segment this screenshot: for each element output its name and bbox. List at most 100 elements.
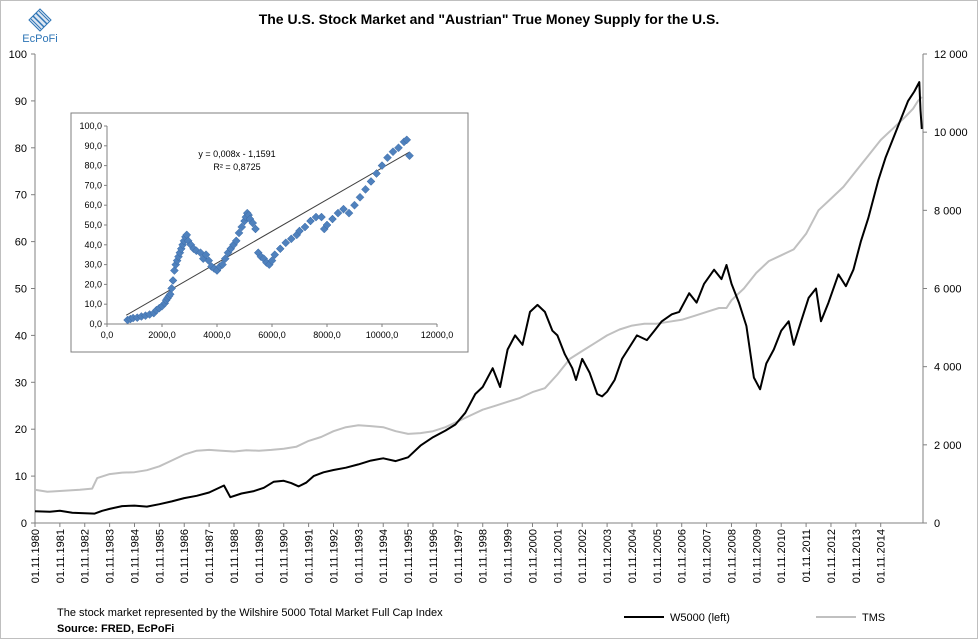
x-tick-label: 01.11.1981 [55,529,67,583]
inset-y-tick-label: 60,0 [84,200,102,210]
left-tick-label: 90 [15,96,27,108]
right-axis-ticks: 0 2 000 4 000 6 000 8 000 10 000 12 000 [923,49,968,530]
x-tick-label: 01.11.2014 [876,529,888,583]
x-tick-label: 01.11.1995 [403,529,415,583]
x-tick-label: 01.11.2010 [776,529,788,583]
inset-y-tick-label: 50,0 [84,220,102,230]
x-tick-label: 01.11.2011 [801,529,813,582]
chart-title: The U.S. Stock Market and "Austrian" Tru… [259,11,720,27]
inset-y-tick-label: 30,0 [84,260,102,270]
inset-scatter-point [168,276,178,285]
x-tick-label: 01.11.2004 [627,529,639,583]
x-tick-label: 01.11.1993 [353,529,365,583]
inset-x-tick-label: 0,0 [101,330,114,340]
inset-scatter-point [388,147,398,157]
inset-x-tick-label: 4000,0 [203,330,231,340]
x-tick-label: 01.11.1986 [179,529,191,583]
inset-scatter-point [361,185,370,194]
inset-scatter-point [402,135,412,145]
inset-x-tick-label: 2000,0 [148,330,176,340]
inset-scatter-point [300,222,310,232]
left-tick-label: 70 [15,190,27,202]
inset-scatter-point [220,254,230,264]
logo-text: EcPoFi [22,33,57,45]
right-tick-label: 2 000 [934,440,962,452]
inset-x-tick-label: 12000,0 [421,330,454,340]
logo-mark-icon [28,8,52,32]
inset-y-tick-label: 90,0 [84,141,102,151]
x-tick-label: 01.11.2002 [577,529,589,583]
inset-y-tick-label: 70,0 [84,180,102,190]
left-tick-label: 30 [15,377,27,389]
inset-y-tick-label: 40,0 [84,240,102,250]
inset-y-tick-label: 0,0 [89,319,102,329]
w5000-series-line [34,81,923,515]
inset-y-tick-label: 10,0 [84,299,102,309]
inset-x-tick-label: 6000,0 [258,330,286,340]
x-tick-label: 01.11.2009 [751,529,763,583]
inset-scatter-point [248,218,258,228]
inset-scatter-point [267,256,277,265]
inset-scatter-point [234,228,244,238]
inset-points [123,135,414,325]
inset-scatter-point [167,284,176,293]
x-tick-label: 01.11.1999 [503,529,515,583]
x-tick-label: 01.11.2008 [726,529,738,583]
left-tick-label: 100 [9,49,27,61]
inset-y-tick-label: 100,0 [79,121,102,131]
x-tick-label: 01.11.2013 [851,529,863,583]
inset-scatter-chart: 0,0 10,0 20,0 30,0 40,0 50,0 60,0 70,0 80,0 90,0 1… [70,112,469,353]
left-tick-label: 60 [15,237,27,249]
inset-scatter-point [295,226,304,236]
inset-scatter-point [366,177,376,186]
right-tick-label: 12 000 [934,49,968,61]
x-tick-label: 01.11.1997 [453,529,465,583]
x-tick-label: 01.11.1990 [279,529,291,583]
x-tick-label: 01.11.1982 [80,529,92,583]
x-tick-label: 01.11.1988 [229,529,241,583]
inset-scatter-point [317,212,326,222]
x-tick-label: 01.11.2001 [552,529,564,583]
legend-label-w5000: W5000 (left) [670,612,730,624]
inset-equation: y = 0,008x - 1,1591 [198,149,275,159]
x-tick-label: 01.11.2007 [702,529,714,583]
x-tick-label: 01.11.1998 [478,529,490,583]
plot-series [34,81,923,515]
x-tick-label: 01.11.1992 [328,529,340,583]
inset-scatter-point [344,208,354,218]
inset-x-tick-label: 10000,0 [366,330,399,340]
inset-scatter-point [405,151,414,161]
inset-scatter-point [350,200,359,210]
right-tick-label: 0 [934,518,940,530]
left-axis-ticks: 0 10 20 30 40 50 60 70 80 90 100 [9,49,35,530]
inset-scatter-point [322,220,332,230]
inset-scatter-point [355,192,365,202]
inset-scatter-point [306,216,315,226]
inset-scatter-point [231,236,241,246]
left-tick-label: 10 [15,471,27,483]
footer-note: The stock market represented by the Wils… [57,607,443,619]
legend-label-tms: TMS [862,612,885,624]
inset-scatter-point [275,244,285,254]
inset-r-squared: R² = 0,8725 [213,162,260,172]
right-tick-label: 8 000 [934,205,962,217]
x-tick-label: 01.11.1994 [378,529,390,583]
x-tick-label: 01.11.1984 [129,529,141,583]
tms-series-line [34,96,923,493]
inset-scatter-point [165,289,175,299]
left-tick-label: 80 [15,143,27,155]
inset-x-tick-label: 8000,0 [313,330,341,340]
footer-source: Source: FRED, EcPoFi [57,623,174,635]
left-tick-label: 40 [15,330,27,342]
x-axis-ticks: 01.11.1980 01.11.1981 01.11.1982 01.11.1983… [30,523,888,583]
right-tick-label: 10 000 [934,127,968,139]
inset-scatter-point [170,266,179,275]
legend: W5000 (left) TMS [624,612,885,624]
inset-scatter-point [383,153,392,163]
right-tick-label: 6 000 [934,284,962,296]
x-tick-label: 01.11.2003 [602,529,614,583]
inset-scatter-point [286,234,296,244]
inset-y-tick-label: 20,0 [84,279,102,289]
x-tick-label: 01.11.1991 [304,529,316,583]
